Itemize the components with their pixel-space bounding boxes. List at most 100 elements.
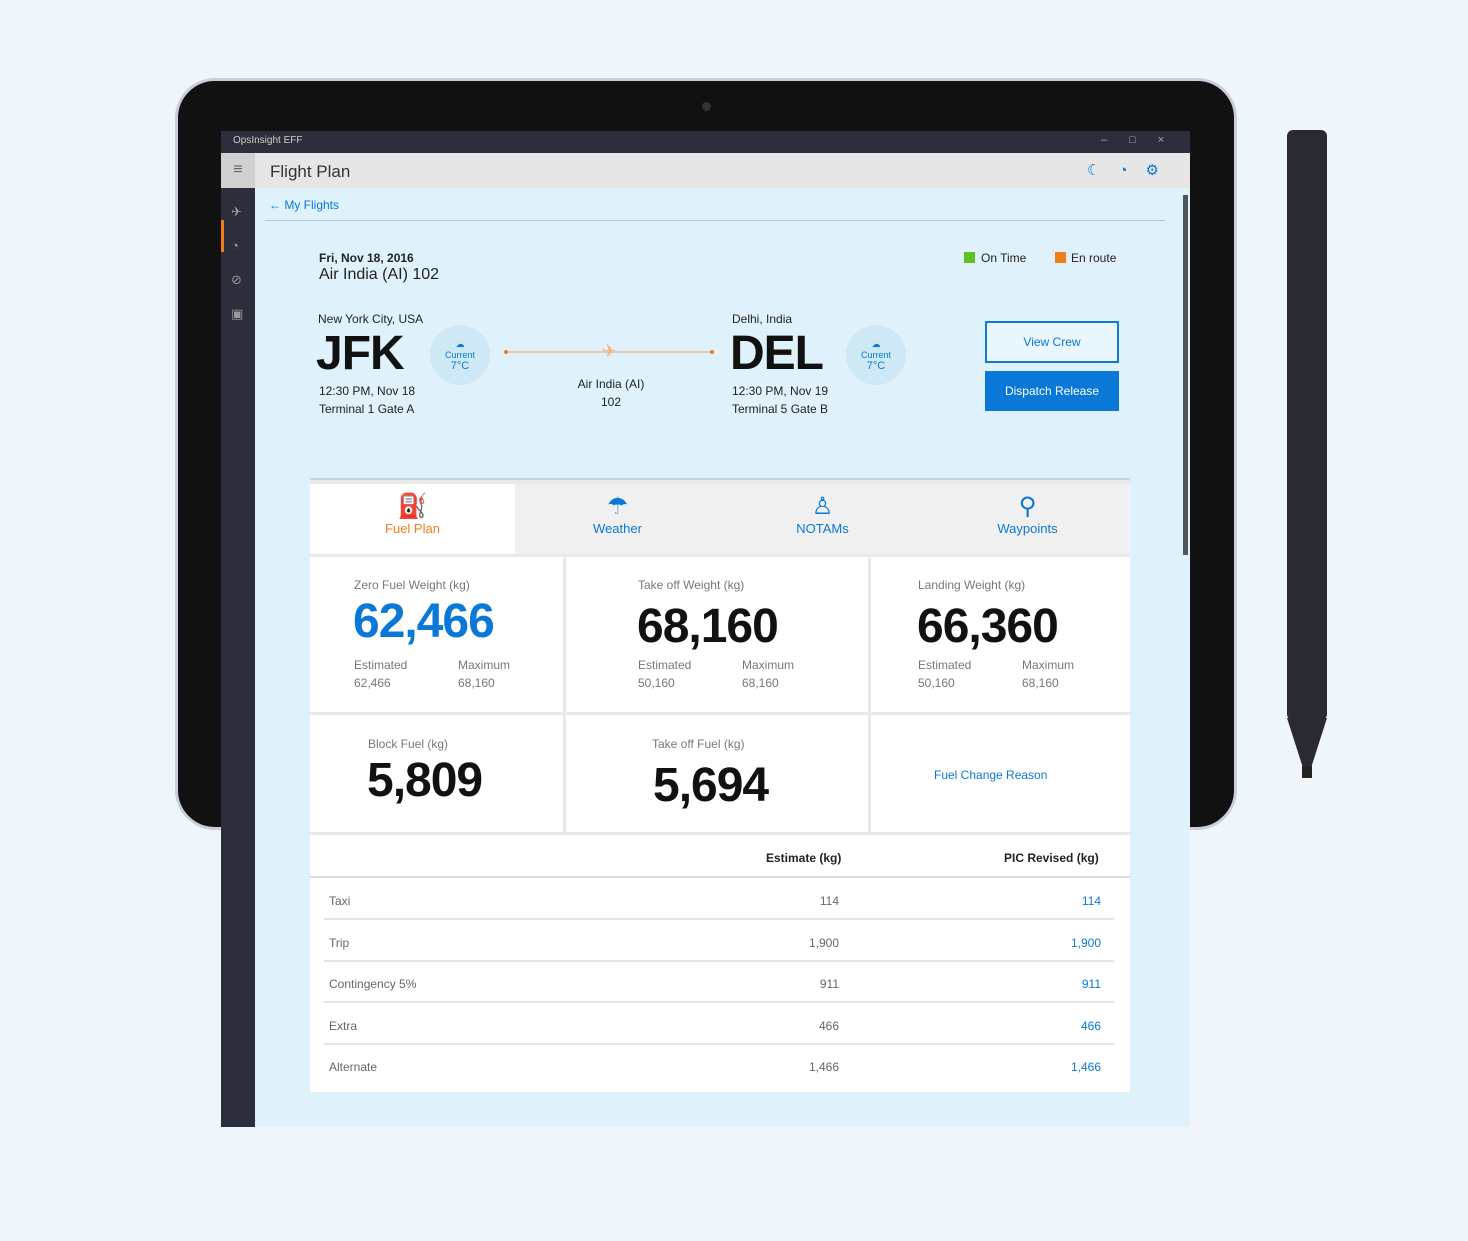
estimate-value: 911 — [819, 977, 839, 991]
maximum-label: Maximum — [458, 658, 511, 672]
row-label: Contingency 5% — [329, 977, 417, 991]
estimated-value: 62,466 — [354, 676, 391, 690]
origin-code: JFK — [316, 327, 405, 380]
estimate-value: 114 — [819, 894, 839, 908]
menu-btn[interactable]: ≡ — [221, 153, 255, 188]
fuel-change-link[interactable]: Fuel Change Reason — [934, 768, 1048, 782]
legend-on-time-swatch — [964, 252, 975, 263]
tab[interactable]: ⚲ Waypoints — [925, 484, 1130, 554]
dest-gate: Terminal 5 Gate B — [732, 402, 829, 416]
row-label: Alternate — [329, 1060, 378, 1074]
header: Flight Plan ☾◔⚙ — [221, 153, 1190, 188]
back-link[interactable]: ← My Flights — [269, 198, 340, 212]
estimated-label: Estimated — [918, 658, 972, 672]
fuel-value: 5,809 — [367, 754, 483, 807]
back-text[interactable]: My Flights — [284, 198, 340, 212]
weight-value: 68,160 — [637, 600, 779, 653]
weights-row: Zero Fuel Weight (kg) 62,466 Estimated 62,4… — [310, 557, 1130, 712]
weight-value: 62,466 — [353, 595, 495, 648]
nav-icons[interactable]: ✈ ◔ ⊘ ▣ — [231, 204, 244, 321]
row-rule — [324, 959, 1114, 962]
estimated-label: Estimated — [354, 658, 408, 672]
scrollbar — [1183, 195, 1188, 555]
flight-name: Air India (AI) 102 — [319, 266, 440, 283]
weight-cell: Zero Fuel Weight (kg) 62,466 Estimated 62,4… — [310, 557, 563, 712]
origin-time: 12:30 PM, Nov 18 — [319, 384, 416, 398]
row-label: Taxi — [329, 894, 351, 908]
origin-temp: 7°C — [450, 360, 470, 372]
tab-active[interactable]: ⛽ Fuel Plan — [310, 484, 515, 554]
weight-cell: Landing Weight (kg) 66,360 Estimated 50,160… — [871, 557, 1130, 712]
weight-label: Zero Fuel Weight (kg) — [354, 578, 470, 592]
row-rule — [324, 918, 1114, 920]
fuel-table: Estimate (kg) PIC Revised (kg) Taxi 114 11… — [310, 835, 1130, 1092]
row-label: Trip — [329, 935, 350, 950]
pen — [1287, 130, 1327, 720]
tab-label[interactable]: Fuel Plan — [385, 521, 440, 536]
maximum-label: Maximum — [1022, 658, 1075, 672]
tab[interactable]: ♙ NOTAMs — [720, 484, 925, 554]
title-bar: OpsInsight EFF –□× — [221, 131, 1190, 153]
tab-label[interactable]: NOTAMs — [796, 521, 849, 536]
origin-city: New York City, USA — [318, 312, 424, 326]
fuel-row: Block Fuel (kg) 5,809 Take off Fuel (kg) 5… — [310, 715, 1130, 832]
estimated-label: Estimated — [638, 658, 692, 672]
view-crew-button[interactable]: View Crew — [985, 321, 1119, 363]
estimate-value: 1,900 — [808, 935, 839, 950]
dispatch-button[interactable]: Dispatch Release — [985, 371, 1119, 411]
origin-weather: ☁ Current 7°C — [430, 325, 490, 385]
column-header: PIC Revised (kg) — [1004, 851, 1099, 865]
weight-label: Landing Weight (kg) — [918, 578, 1026, 592]
divider — [265, 220, 1165, 221]
fuel-label: Take off Fuel (kg) — [652, 737, 745, 751]
origin-weather-label: Current — [444, 350, 475, 360]
legend-en-route-swatch — [1055, 252, 1066, 263]
fuel-cell: Fuel Change Reason — [871, 715, 1130, 832]
dest-weather: ☁ Current 7°C — [846, 325, 906, 385]
tab-label[interactable]: Waypoints — [997, 521, 1058, 536]
row-rule — [324, 1042, 1114, 1045]
route-airline: Air India (AI) — [577, 377, 645, 391]
legend-on-time: On Time — [981, 251, 1027, 265]
estimate-value: 466 — [818, 1018, 839, 1033]
tab[interactable]: ☂ Weather — [515, 484, 720, 554]
route-number: 102 — [600, 395, 622, 409]
nav-active — [221, 220, 224, 252]
revised-value[interactable]: 911 — [1081, 977, 1101, 991]
fuel-cell: Take off Fuel (kg) 5,694 — [566, 715, 868, 832]
svg-text:✈: ✈ — [601, 343, 616, 361]
header-icons[interactable]: ☾◔⚙ — [1087, 162, 1177, 179]
dest-temp: 7°C — [866, 360, 886, 372]
revised-value[interactable]: 1,466 — [1070, 1060, 1101, 1074]
fuel-label: Block Fuel (kg) — [368, 737, 449, 751]
screen: OpsInsight EFF –□× Flight Plan ☾◔⚙ ≡ ✈ ◔ ⊘… — [221, 131, 1190, 1127]
dest-weather-label: Current — [860, 350, 891, 360]
nav: ≡ ✈ ◔ ⊘ ▣ — [221, 153, 255, 1127]
window-controls[interactable]: –□× — [1101, 134, 1187, 146]
estimated-value: 50,160 — [638, 676, 675, 690]
tab-label[interactable]: Weather — [593, 521, 642, 536]
tab-icon: ⚲ — [1018, 493, 1037, 520]
weight-value: 66,360 — [917, 600, 1059, 653]
estimated-value: 50,160 — [918, 676, 955, 690]
camera — [702, 102, 711, 111]
maximum-value: 68,160 — [458, 676, 495, 690]
origin-gate: Terminal 1 Gate A — [319, 402, 415, 416]
row-rule — [324, 1001, 1114, 1003]
maximum-label: Maximum — [742, 658, 795, 672]
app-name: OpsInsight EFF — [233, 135, 303, 146]
weight-cell: Take off Weight (kg) 68,160 Estimated 50,16… — [566, 557, 868, 712]
column-header: Estimate (kg) — [766, 851, 842, 865]
legend-en-route: En route — [1071, 251, 1117, 265]
revised-value[interactable]: 1,900 — [1070, 935, 1101, 950]
revised-value[interactable]: 466 — [1080, 1018, 1101, 1033]
tab-icon: ☂ — [606, 493, 629, 520]
dest-time: 12:30 PM, Nov 19 — [732, 384, 829, 398]
revised-value[interactable]: 114 — [1081, 894, 1101, 908]
maximum-value: 68,160 — [1022, 676, 1059, 690]
estimate-value: 1,466 — [808, 1060, 839, 1074]
dest-city: Delhi, India — [732, 312, 793, 326]
fuel-cell: Block Fuel (kg) 5,809 — [310, 715, 563, 832]
flight-date: Fri, Nov 18, 2016 — [319, 251, 414, 265]
weight-label: Take off Weight (kg) — [638, 578, 745, 592]
